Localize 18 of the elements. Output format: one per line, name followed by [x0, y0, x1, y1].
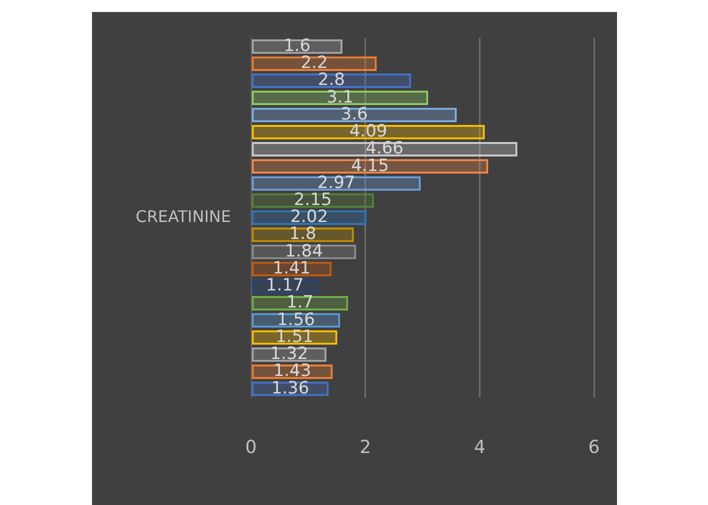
x-tick-label: 6 — [588, 436, 600, 458]
bar — [252, 56, 377, 71]
bar — [252, 193, 374, 208]
x-tick-label: 4 — [474, 436, 486, 458]
bar — [252, 159, 488, 174]
data-label: 1.6 — [284, 36, 311, 56]
x-tick-label: 2 — [360, 436, 372, 458]
bar — [252, 176, 421, 191]
y-axis-title: CREATININE — [136, 206, 231, 226]
bar — [252, 74, 412, 88]
bar — [252, 39, 342, 54]
bar — [252, 142, 518, 157]
bar — [252, 108, 457, 122]
bar — [252, 228, 354, 242]
x-tick-label: 0 — [245, 436, 257, 458]
bar — [252, 90, 428, 106]
bar — [252, 124, 485, 140]
bar — [252, 296, 348, 311]
